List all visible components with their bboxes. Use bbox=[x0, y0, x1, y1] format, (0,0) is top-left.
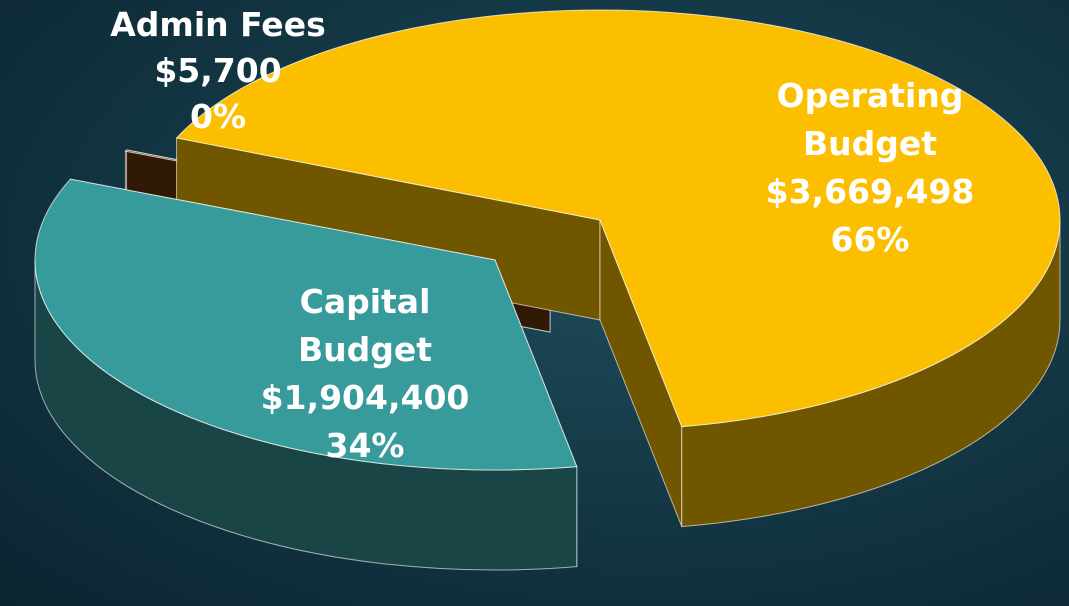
slice-label: Admin Fees $5,700 0% bbox=[98, 2, 338, 140]
category-label: Capital Budget bbox=[297, 282, 433, 369]
value-label: $3,669,498 bbox=[765, 172, 975, 211]
percent-label: 34% bbox=[325, 426, 405, 465]
percent-label: 0% bbox=[189, 97, 247, 136]
value-label: $5,700 bbox=[154, 51, 282, 90]
slice bbox=[175, 9, 1061, 428]
value-label: $1,904,400 bbox=[260, 378, 470, 417]
slice bbox=[34, 178, 578, 471]
category-label: Admin Fees bbox=[110, 5, 326, 44]
category-label: Operating Budget bbox=[776, 76, 964, 163]
slice-label: Capital Budget $1,904,400 34% bbox=[255, 278, 475, 470]
slice-label: Operating Budget $3,669,498 66% bbox=[760, 72, 980, 264]
percent-label: 66% bbox=[830, 220, 910, 259]
